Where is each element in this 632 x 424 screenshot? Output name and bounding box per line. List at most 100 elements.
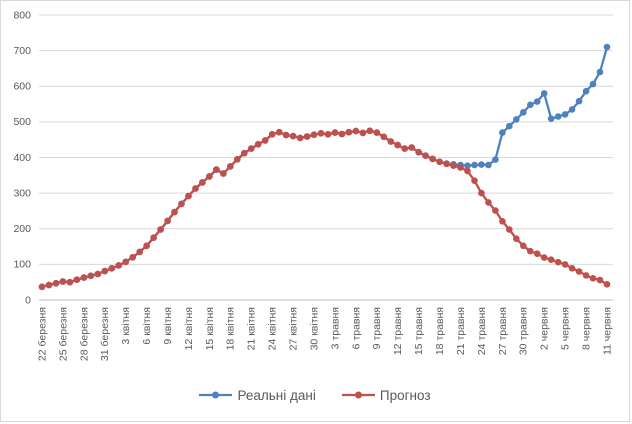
data-point-real-data[interactable] (540, 90, 548, 97)
data-point-forecast[interactable] (527, 247, 534, 255)
data-point-real-data[interactable] (499, 129, 506, 136)
data-point-forecast[interactable] (282, 131, 290, 139)
data-point-forecast[interactable] (338, 130, 346, 138)
data-point-forecast[interactable] (164, 217, 171, 225)
data-point-forecast[interactable] (94, 270, 102, 278)
data-point-forecast[interactable] (603, 281, 611, 288)
data-point-forecast[interactable] (499, 218, 506, 225)
data-point-forecast[interactable] (540, 254, 548, 261)
data-point-real-data[interactable] (513, 116, 520, 123)
data-point-forecast[interactable] (345, 128, 353, 136)
data-point-forecast[interactable] (261, 137, 269, 144)
data-point-forecast[interactable] (575, 268, 583, 275)
data-point-forecast[interactable] (436, 158, 443, 166)
data-point-forecast[interactable] (289, 132, 297, 140)
data-point-forecast[interactable] (101, 267, 109, 275)
data-point-forecast[interactable] (596, 276, 604, 284)
data-point-forecast[interactable] (38, 283, 46, 291)
data-point-real-data[interactable] (533, 98, 541, 105)
data-point-forecast[interactable] (241, 149, 248, 157)
data-point-real-data[interactable] (527, 101, 534, 109)
data-point-forecast[interactable] (59, 278, 67, 285)
data-point-forecast[interactable] (478, 189, 485, 197)
legend-item-real-data[interactable]: Реальні дані (199, 388, 316, 403)
data-point-real-data[interactable] (492, 156, 499, 163)
data-point-forecast[interactable] (248, 145, 255, 152)
data-point-forecast[interactable] (178, 200, 185, 208)
data-point-forecast[interactable] (359, 129, 367, 137)
data-point-forecast[interactable] (150, 234, 157, 241)
data-point-forecast[interactable] (464, 167, 471, 175)
data-point-forecast[interactable] (324, 131, 332, 138)
data-point-forecast[interactable] (561, 261, 569, 268)
data-point-forecast[interactable] (157, 226, 164, 233)
data-point-forecast[interactable] (429, 155, 436, 163)
data-point-forecast[interactable] (387, 138, 395, 145)
data-point-forecast[interactable] (366, 127, 374, 135)
data-point-forecast[interactable] (415, 148, 423, 156)
data-point-forecast[interactable] (213, 166, 220, 173)
data-point-forecast[interactable] (303, 133, 311, 140)
data-point-forecast[interactable] (408, 144, 416, 151)
data-point-forecast[interactable] (547, 256, 555, 263)
data-point-forecast[interactable] (87, 272, 95, 280)
data-point-forecast[interactable] (582, 272, 590, 279)
data-point-forecast[interactable] (533, 250, 541, 257)
data-point-forecast[interactable] (310, 131, 318, 138)
data-point-forecast[interactable] (471, 177, 478, 184)
data-point-forecast[interactable] (73, 276, 81, 284)
data-point-forecast[interactable] (275, 128, 283, 136)
data-point-forecast[interactable] (492, 207, 499, 214)
data-point-forecast[interactable] (373, 129, 381, 136)
data-point-forecast[interactable] (589, 275, 597, 282)
data-point-forecast[interactable] (199, 179, 206, 186)
data-point-forecast[interactable] (296, 134, 304, 142)
data-point-real-data[interactable] (575, 97, 583, 105)
data-point-real-data[interactable] (485, 161, 492, 169)
data-point-forecast[interactable] (129, 253, 136, 261)
data-point-forecast[interactable] (234, 156, 241, 163)
data-point-forecast[interactable] (52, 280, 60, 287)
data-point-forecast[interactable] (394, 141, 402, 149)
data-point-forecast[interactable] (185, 192, 192, 200)
data-point-forecast[interactable] (122, 258, 129, 266)
data-point-forecast[interactable] (143, 242, 150, 250)
legend-item-forecast[interactable]: Прогноз (341, 388, 431, 403)
data-point-real-data[interactable] (603, 43, 611, 51)
data-point-forecast[interactable] (45, 281, 53, 289)
data-point-forecast[interactable] (192, 185, 199, 192)
data-point-forecast[interactable] (331, 129, 339, 136)
data-point-forecast[interactable] (401, 145, 409, 152)
data-point-real-data[interactable] (471, 161, 478, 169)
data-point-forecast[interactable] (520, 242, 527, 250)
data-point-forecast[interactable] (554, 258, 562, 266)
data-point-forecast[interactable] (206, 173, 213, 180)
data-point-real-data[interactable] (568, 106, 576, 113)
data-point-real-data[interactable] (589, 80, 597, 88)
data-point-forecast[interactable] (268, 131, 276, 138)
data-point-forecast[interactable] (115, 262, 122, 269)
data-point-forecast[interactable] (443, 160, 450, 168)
data-point-real-data[interactable] (582, 87, 590, 95)
data-point-forecast[interactable] (66, 278, 74, 286)
data-point-real-data[interactable] (478, 161, 485, 168)
data-point-forecast[interactable] (380, 133, 388, 141)
data-point-real-data[interactable] (547, 115, 555, 122)
data-point-forecast[interactable] (220, 170, 227, 177)
data-point-forecast[interactable] (352, 127, 360, 135)
data-point-forecast[interactable] (422, 152, 429, 159)
data-point-forecast[interactable] (80, 274, 88, 281)
data-point-real-data[interactable] (596, 68, 604, 76)
data-point-real-data[interactable] (506, 122, 513, 130)
data-point-real-data[interactable] (554, 113, 562, 120)
data-point-real-data[interactable] (561, 111, 569, 118)
data-point-forecast[interactable] (485, 199, 492, 206)
data-point-forecast[interactable] (513, 235, 520, 242)
data-point-forecast[interactable] (171, 208, 178, 216)
data-point-forecast[interactable] (227, 163, 234, 170)
data-point-real-data[interactable] (520, 109, 527, 116)
data-point-forecast[interactable] (108, 265, 116, 272)
data-point-forecast[interactable] (457, 164, 464, 171)
data-point-forecast[interactable] (254, 141, 262, 148)
data-point-forecast[interactable] (450, 162, 457, 169)
